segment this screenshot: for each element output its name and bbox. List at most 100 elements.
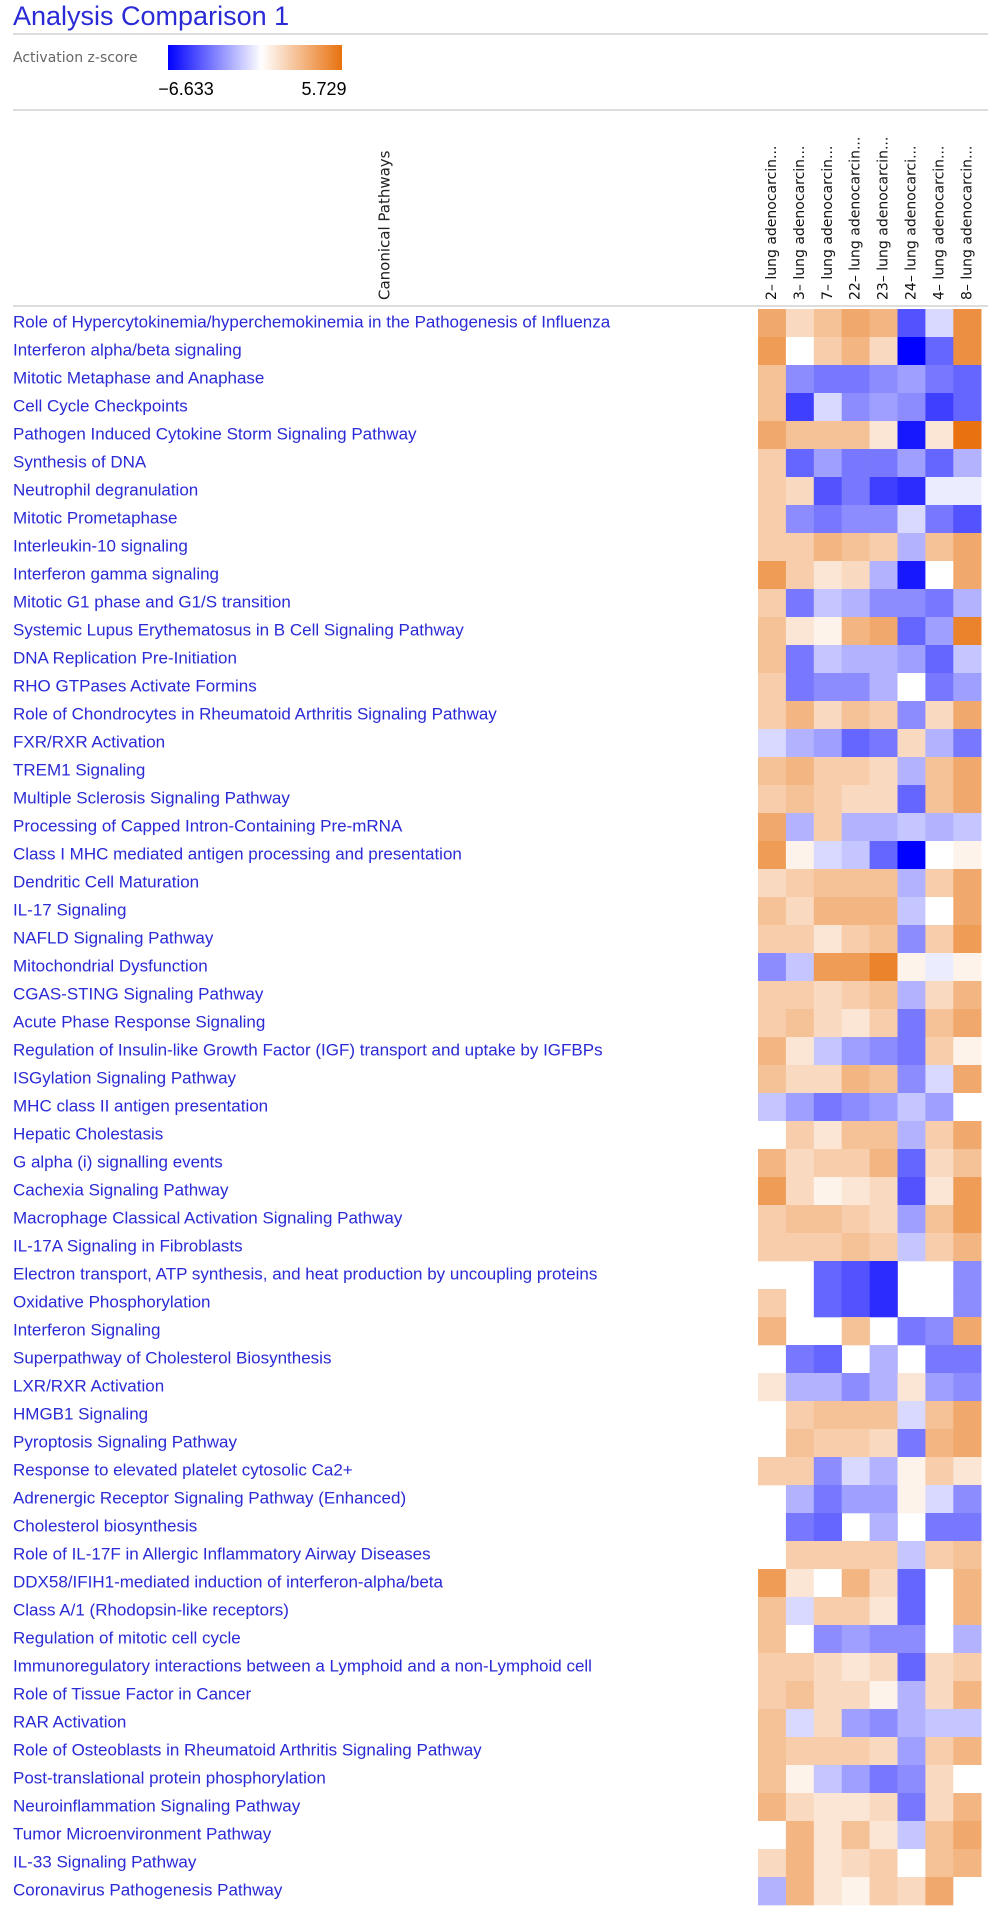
chart-title: Analysis Comparison 1: [13, 1, 289, 31]
heatmap-cell: [897, 1429, 926, 1458]
heatmap-cell: [841, 617, 870, 646]
heatmap-cell: [813, 1009, 842, 1038]
heatmap-cell: [813, 757, 842, 786]
row-label: Interferon gamma signaling: [13, 564, 219, 583]
heatmap-cell: [953, 701, 982, 730]
heatmap-cell: [841, 1317, 870, 1346]
heatmap-cell: [841, 925, 870, 954]
heatmap-cell: [869, 1821, 898, 1850]
heatmap-cell: [813, 701, 842, 730]
heatmap-cell: [953, 813, 982, 842]
heatmap-cell: [953, 1485, 982, 1514]
heatmap-cell: [897, 1205, 926, 1234]
heatmap-cell: [813, 897, 842, 926]
heatmap-cell: [758, 1625, 787, 1654]
heatmap-cell: [813, 1709, 842, 1738]
heatmap-cell: [869, 421, 898, 450]
heatmap-cell: [841, 981, 870, 1010]
row-label: Role of Tissue Factor in Cancer: [13, 1684, 251, 1703]
heatmap-cell: [841, 1765, 870, 1794]
row-label: Interferon Signaling: [13, 1320, 160, 1339]
heatmap-cell: [953, 897, 982, 926]
heatmap-cell: [953, 869, 982, 898]
heatmap-cell: [925, 1485, 954, 1514]
heatmap-cell: [869, 505, 898, 534]
heatmap-cell: [869, 953, 898, 982]
heatmap-cell: [758, 1709, 787, 1738]
heatmap-cell: [758, 1653, 787, 1682]
heatmap-cell: [953, 1877, 982, 1906]
heatmap-cell: [813, 953, 842, 982]
heatmap-cell: [953, 1401, 982, 1430]
heatmap-cell: [841, 561, 870, 590]
heatmap-cell: [841, 1541, 870, 1570]
heatmap-cell: [785, 1345, 815, 1374]
row-label: RHO GTPases Activate Formins: [13, 676, 257, 695]
heatmap-cell: [925, 1429, 954, 1458]
heatmap-cell: [953, 841, 982, 870]
heatmap-cell: [758, 1121, 787, 1150]
heatmap-cell: [953, 561, 982, 590]
heatmap-cell: [785, 1793, 815, 1822]
heatmap-cell: [897, 925, 926, 954]
row-label: NAFLD Signaling Pathway: [13, 928, 214, 947]
heatmap-cell: [758, 1849, 787, 1878]
heatmap-cell: [841, 1121, 870, 1150]
row-label: Mitochondrial Dysfunction: [13, 956, 208, 975]
heatmap-cell: [953, 953, 982, 982]
heatmap-cell: [869, 869, 898, 898]
heatmap-cell: [813, 1289, 842, 1318]
heatmap-cell: [953, 505, 982, 534]
heatmap-cell: [925, 421, 954, 450]
heatmap-cell: [925, 617, 954, 646]
heatmap-cell: [758, 309, 787, 338]
colorbar: [168, 45, 342, 70]
heatmap-cell: [841, 1177, 870, 1206]
heatmap-cell: [869, 1205, 898, 1234]
colorbar-label: Activation z-score: [13, 50, 138, 66]
heatmap-cell: [841, 1849, 870, 1878]
row-label: Coronavirus Pathogenesis Pathway: [13, 1880, 283, 1899]
row-label: Role of IL-17F in Allergic Inflammatory …: [13, 1544, 431, 1563]
heatmap-cell: [869, 1429, 898, 1458]
heatmap-cell: [925, 1597, 954, 1626]
heatmap-cell: [897, 701, 926, 730]
heatmap-cell: [841, 1877, 870, 1906]
heatmap-cell: [758, 1373, 787, 1402]
heatmap-cell: [758, 841, 787, 870]
heatmap-cell: [869, 533, 898, 562]
column-label: 7– lung adenocarcin...: [820, 146, 836, 300]
heatmap-cell: [925, 1709, 954, 1738]
heatmap-cell: [953, 1317, 982, 1346]
heatmap-cell: [841, 1149, 870, 1178]
heatmap-cell: [758, 449, 787, 478]
heatmap-cell: [869, 1765, 898, 1794]
heatmap-cell: [897, 1737, 926, 1766]
heatmap-cell: [841, 533, 870, 562]
heatmap-cell: [813, 589, 842, 618]
heatmap-cell: [841, 1569, 870, 1598]
heatmap-cell: [785, 1541, 815, 1570]
heatmap-cell: [869, 673, 898, 702]
heatmap-cell: [813, 1121, 842, 1150]
heatmap-cell: [953, 1373, 982, 1402]
heatmap-cell: [813, 1037, 842, 1066]
heatmap-cell: [869, 1233, 898, 1262]
row-label: Role of Osteoblasts in Rheumatoid Arthri…: [13, 1740, 482, 1759]
heatmap-cell: [897, 981, 926, 1010]
heatmap-cell: [813, 1541, 842, 1570]
heatmap-cell: [925, 393, 954, 422]
heatmap-cell: [953, 1233, 982, 1262]
heatmap-cell: [925, 1653, 954, 1682]
heatmap-cell: [813, 393, 842, 422]
heatmap-cell: [841, 1793, 870, 1822]
heatmap-cell: [869, 1149, 898, 1178]
heatmap-cell: [758, 785, 787, 814]
heatmap-cell: [953, 1457, 982, 1486]
heatmap-cell: [841, 729, 870, 758]
heatmap-cell: [758, 1877, 787, 1906]
heatmap-cell: [841, 1597, 870, 1626]
heatmap-cell: [897, 421, 926, 450]
row-label: MHC class II antigen presentation: [13, 1096, 268, 1115]
heatmap-cell: [953, 785, 982, 814]
